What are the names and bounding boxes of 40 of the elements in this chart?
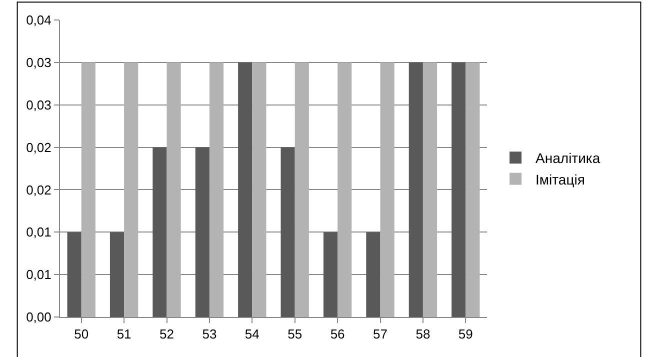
x-tick-label: 50	[74, 326, 89, 342]
x-tick-label: 56	[330, 326, 345, 342]
x-tick-label: 52	[160, 326, 174, 342]
bar	[294, 62, 309, 317]
bar	[110, 232, 124, 317]
y-tick-label: 0,03	[26, 97, 52, 112]
x-tick-label: 53	[202, 326, 217, 342]
bar	[466, 62, 480, 317]
bar	[238, 62, 252, 317]
bar	[252, 62, 266, 317]
legend-label: Аналітика	[536, 150, 600, 166]
y-tick-label: 0,02	[26, 182, 52, 198]
x-tick-label: 58	[416, 326, 430, 342]
x-tick-label: 57	[373, 326, 388, 342]
x-tick-label: 55	[288, 326, 302, 342]
bar	[452, 62, 466, 317]
bar	[124, 62, 138, 317]
bar	[408, 62, 423, 317]
bar	[366, 232, 380, 317]
y-tick-label: 0,01	[26, 224, 52, 240]
bar	[422, 62, 438, 317]
bar	[81, 62, 96, 317]
x-tick-label: 59	[458, 326, 473, 342]
bar	[338, 62, 352, 317]
y-tick-label: 0,02	[26, 140, 52, 155]
x-tick-label: 54	[244, 326, 260, 342]
bar	[280, 147, 295, 317]
legend-label: Імітація	[536, 171, 585, 188]
y-tick-label: 0,04	[26, 12, 52, 28]
bar	[380, 62, 394, 317]
bar	[209, 62, 224, 317]
bar	[166, 62, 181, 317]
y-tick-label: 0,00	[26, 310, 52, 325]
x-tick-label: 51	[116, 326, 132, 342]
bar	[152, 147, 167, 317]
bar	[67, 232, 82, 317]
bar	[195, 147, 210, 317]
bar	[323, 232, 338, 317]
y-tick-label: 0,03	[26, 54, 52, 70]
y-tick-label: 0,01	[26, 267, 52, 282]
